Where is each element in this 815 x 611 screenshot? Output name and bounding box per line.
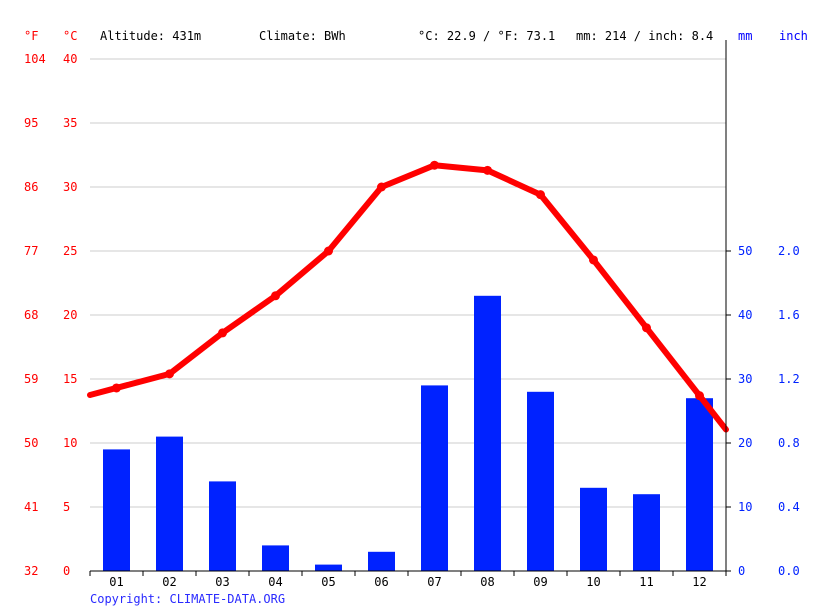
fahrenheit-tick-label: 77 (24, 244, 38, 258)
tick-labels: 32 0 41 5 50 10 59 15 68 20 77 25 86 30 95 35 104 40 0 0.0 1… (24, 52, 800, 589)
month-label: 06 (374, 575, 388, 589)
temperature-point (112, 383, 121, 393)
inch-tick-label: 0.4 (778, 500, 800, 514)
celsius-tick-label: 20 (63, 308, 77, 322)
mm-tick-label: 50 (738, 244, 752, 258)
month-label: 11 (639, 575, 653, 589)
celsius-tick-label: 30 (63, 180, 77, 194)
temperature-series-line (87, 162, 729, 433)
precipitation-bar (368, 551, 395, 571)
inch-tick-label: 0.0 (778, 564, 800, 578)
precipitation-bar (103, 449, 130, 571)
month-label: 04 (268, 575, 282, 589)
celsius-tick-label: 35 (63, 116, 77, 130)
mm-tick-label: 40 (738, 308, 752, 322)
temperature-point (695, 391, 704, 401)
precipitation-bar (421, 385, 448, 571)
fahrenheit-tick-label: 32 (24, 564, 38, 578)
temperature-point (589, 255, 598, 265)
fahrenheit-tick-label: 50 (24, 436, 38, 450)
fahrenheit-tick-label: 86 (24, 180, 38, 194)
temperature-average-label: °C: 22.9 / °F: 73.1 (418, 29, 556, 43)
fahrenheit-tick-label: 68 (24, 308, 38, 322)
temperature-point (218, 328, 227, 338)
celsius-unit-label: °C (63, 29, 78, 43)
celsius-tick-label: 10 (63, 436, 77, 450)
celsius-tick-label: 0 (63, 564, 70, 578)
celsius-tick-label: 40 (63, 52, 77, 66)
month-label: 09 (533, 575, 547, 589)
inch-tick-label: 1.2 (778, 372, 800, 386)
precipitation-bar (156, 436, 183, 571)
precipitation-bars (103, 295, 713, 571)
temperature-point (271, 291, 280, 301)
temperature-point (642, 323, 651, 333)
precipitation-bar (209, 481, 236, 571)
copyright-link[interactable]: Copyright: CLIMATE-DATA.ORG (90, 592, 286, 606)
month-label: 12 (692, 575, 706, 589)
celsius-tick-label: 25 (63, 244, 77, 258)
mm-tick-label: 0 (738, 564, 745, 578)
month-label: 10 (586, 575, 600, 589)
fahrenheit-tick-label: 59 (24, 372, 38, 386)
chart-axes (89, 40, 731, 576)
fahrenheit-unit-label: °F (24, 29, 39, 43)
mm-tick-label: 20 (738, 436, 752, 450)
month-label: 03 (215, 575, 229, 589)
temperature-point (165, 369, 174, 379)
climate-label: Climate: BWh (259, 29, 346, 43)
inch-tick-label: 1.6 (778, 308, 800, 322)
precipitation-bar (262, 545, 289, 571)
month-label: 01 (109, 575, 123, 589)
precipitation-bar (527, 391, 554, 571)
temperature-point (483, 165, 492, 175)
precipitation-bar (474, 295, 501, 571)
month-label: 02 (162, 575, 176, 589)
celsius-tick-label: 5 (63, 500, 70, 514)
temperature-point (324, 246, 333, 256)
mm-tick-label: 10 (738, 500, 752, 514)
precipitation-bar (580, 487, 607, 571)
precipitation-bar (686, 398, 713, 571)
fahrenheit-tick-label: 95 (24, 116, 38, 130)
inch-tick-label: 2.0 (778, 244, 800, 258)
grid-lines (90, 58, 726, 508)
month-label: 08 (480, 575, 494, 589)
month-label: 05 (321, 575, 335, 589)
precipitation-bar (315, 564, 342, 571)
inch-tick-label: 0.8 (778, 436, 800, 450)
precipitation-bar (633, 494, 660, 571)
month-label: 07 (427, 575, 441, 589)
fahrenheit-tick-label: 104 (24, 52, 46, 66)
temperature-point (377, 182, 386, 192)
fahrenheit-tick-label: 41 (24, 500, 38, 514)
temperature-point (430, 160, 439, 170)
mm-unit-label: mm (738, 29, 753, 43)
inch-unit-label: inch (779, 29, 808, 43)
precipitation-total-label: mm: 214 / inch: 8.4 (576, 29, 714, 43)
altitude-label: Altitude: 431m (100, 29, 202, 43)
temperature-line (87, 160, 729, 433)
celsius-tick-label: 15 (63, 372, 77, 386)
temperature-point (536, 190, 545, 200)
mm-tick-label: 30 (738, 372, 752, 386)
